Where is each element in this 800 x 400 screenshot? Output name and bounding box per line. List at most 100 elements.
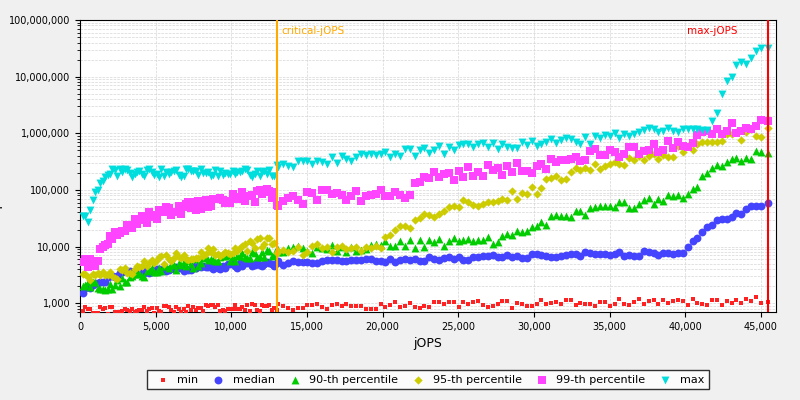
- 95-th percentile: [389, 227, 402, 233]
- median: [270, 260, 283, 266]
- max: [545, 136, 558, 142]
- 99-th percentile: [199, 197, 212, 203]
- 95-th percentile: [740, 129, 753, 135]
- median: [506, 254, 518, 261]
- 90-th percentile: [365, 241, 378, 248]
- 99-th percentile: [250, 188, 263, 194]
- max: [214, 168, 226, 175]
- min: [403, 300, 416, 306]
- min: [172, 306, 185, 312]
- 90-th percentile: [241, 255, 254, 262]
- 90-th percentile: [255, 248, 268, 255]
- median: [647, 250, 660, 256]
- 95-th percentile: [138, 257, 150, 264]
- max: [301, 158, 314, 164]
- 90-th percentile: [140, 268, 153, 274]
- 95-th percentile: [691, 141, 704, 148]
- 99-th percentile: [153, 207, 166, 214]
- 95-th percentile: [174, 255, 187, 262]
- 90-th percentile: [608, 204, 621, 210]
- median: [143, 270, 156, 276]
- 99-th percentile: [730, 130, 743, 136]
- max: [272, 164, 285, 170]
- max: [106, 166, 119, 172]
- min: [258, 302, 271, 309]
- 90-th percentile: [638, 196, 650, 203]
- 99-th percentile: [682, 144, 694, 150]
- max: [408, 153, 421, 159]
- max: [206, 172, 219, 178]
- 90-th percentile: [101, 286, 114, 292]
- 90-th percentile: [584, 204, 597, 211]
- min: [91, 310, 104, 317]
- max: [506, 144, 518, 151]
- max: [754, 45, 767, 51]
- median: [103, 273, 116, 279]
- median: [472, 254, 485, 260]
- max: [121, 167, 134, 173]
- 90-th percentile: [135, 273, 148, 280]
- 99-th percentile: [657, 147, 670, 153]
- min: [138, 304, 150, 310]
- 99-th percentile: [720, 128, 733, 134]
- median: [182, 266, 195, 273]
- max: [710, 110, 723, 116]
- 90-th percentile: [701, 169, 714, 176]
- max: [268, 173, 281, 179]
- 99-th percentile: [735, 127, 748, 134]
- 95-th percentile: [540, 176, 553, 183]
- Text: max-jOPS: max-jOPS: [686, 26, 738, 36]
- max: [130, 169, 143, 175]
- min: [623, 302, 636, 308]
- median: [101, 274, 114, 280]
- 95-th percentile: [103, 269, 116, 275]
- 99-th percentile: [84, 256, 97, 262]
- max: [241, 167, 254, 174]
- 99-th percentile: [506, 168, 518, 175]
- 95-th percentile: [194, 248, 207, 255]
- median: [316, 257, 329, 264]
- median: [666, 251, 679, 257]
- max: [185, 168, 198, 175]
- 95-th percentile: [438, 208, 450, 214]
- median: [438, 255, 450, 261]
- 95-th percentile: [199, 251, 212, 257]
- 95-th percentile: [428, 214, 441, 220]
- median: [268, 263, 281, 269]
- median: [130, 266, 143, 273]
- 99-th percentile: [754, 117, 767, 124]
- median: [153, 266, 166, 273]
- median: [241, 260, 254, 266]
- min: [241, 302, 254, 308]
- max: [447, 147, 460, 154]
- max: [82, 219, 94, 225]
- 95-th percentile: [350, 244, 362, 250]
- median: [359, 256, 372, 262]
- 95-th percentile: [222, 250, 234, 256]
- median: [442, 254, 455, 260]
- 95-th percentile: [241, 247, 254, 254]
- min: [174, 308, 187, 315]
- 95-th percentile: [153, 254, 166, 261]
- 99-th percentile: [403, 192, 416, 198]
- 99-th percentile: [150, 216, 163, 222]
- 90-th percentile: [96, 286, 109, 292]
- 90-th percentile: [162, 265, 175, 272]
- median: [158, 266, 170, 272]
- min: [633, 295, 646, 302]
- min: [710, 296, 723, 303]
- median: [501, 252, 514, 258]
- 99-th percentile: [715, 130, 728, 137]
- 95-th percentile: [671, 143, 684, 150]
- 90-th percentile: [109, 282, 122, 288]
- 90-th percentile: [167, 262, 180, 268]
- 99-th percentile: [258, 189, 271, 195]
- 90-th percentile: [311, 244, 324, 250]
- 95-th percentile: [89, 272, 102, 278]
- 90-th percentile: [662, 192, 674, 198]
- 99-th percentile: [550, 158, 562, 165]
- 95-th percentile: [179, 256, 192, 262]
- median: [677, 250, 690, 256]
- 99-th percentile: [618, 151, 630, 157]
- median: [111, 272, 124, 279]
